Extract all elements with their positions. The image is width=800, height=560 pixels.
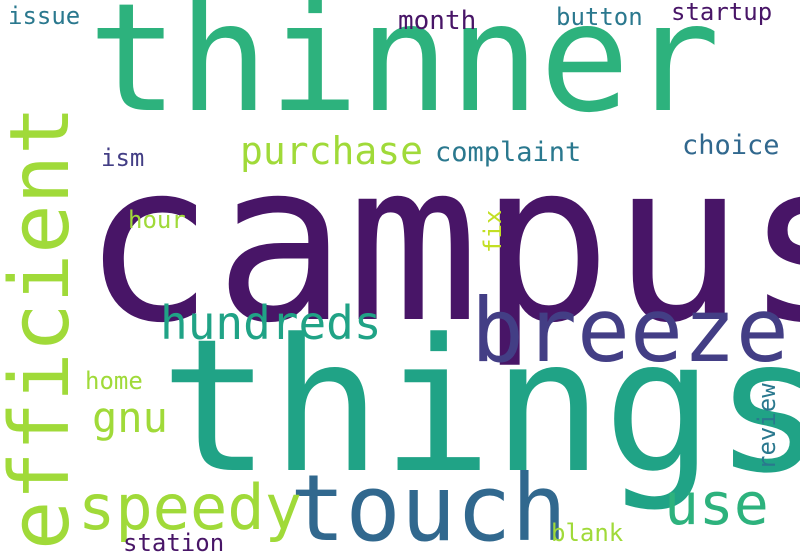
word-station: station [123,529,225,557]
word-hour: hour [128,206,186,234]
word-thinner: thinner [88,0,721,146]
word-breeze: breeze [471,279,789,382]
word-touch: touch [290,455,567,560]
word-review: review [753,383,781,470]
word-button: button [556,3,643,31]
word-speedy: speedy [78,471,302,544]
word-complaint: complaint [435,137,582,168]
word-month: month [398,6,477,36]
word-use: use [664,470,769,538]
word-gnu: gnu [92,393,168,442]
word-issue: issue [8,2,81,30]
word-hundreds: hundreds [160,296,382,350]
word-choice: choice [682,130,780,161]
word-blank: blank [551,519,624,547]
word-efficient: efficient [0,105,88,550]
word-things: things [160,300,800,514]
word-ism: ism [101,144,145,172]
word-startup: startup [671,0,773,26]
word-purchase: purchase [240,129,424,173]
word-home: home [85,367,143,395]
word-campus: campus [82,115,800,371]
word-fix: fix [479,209,507,253]
